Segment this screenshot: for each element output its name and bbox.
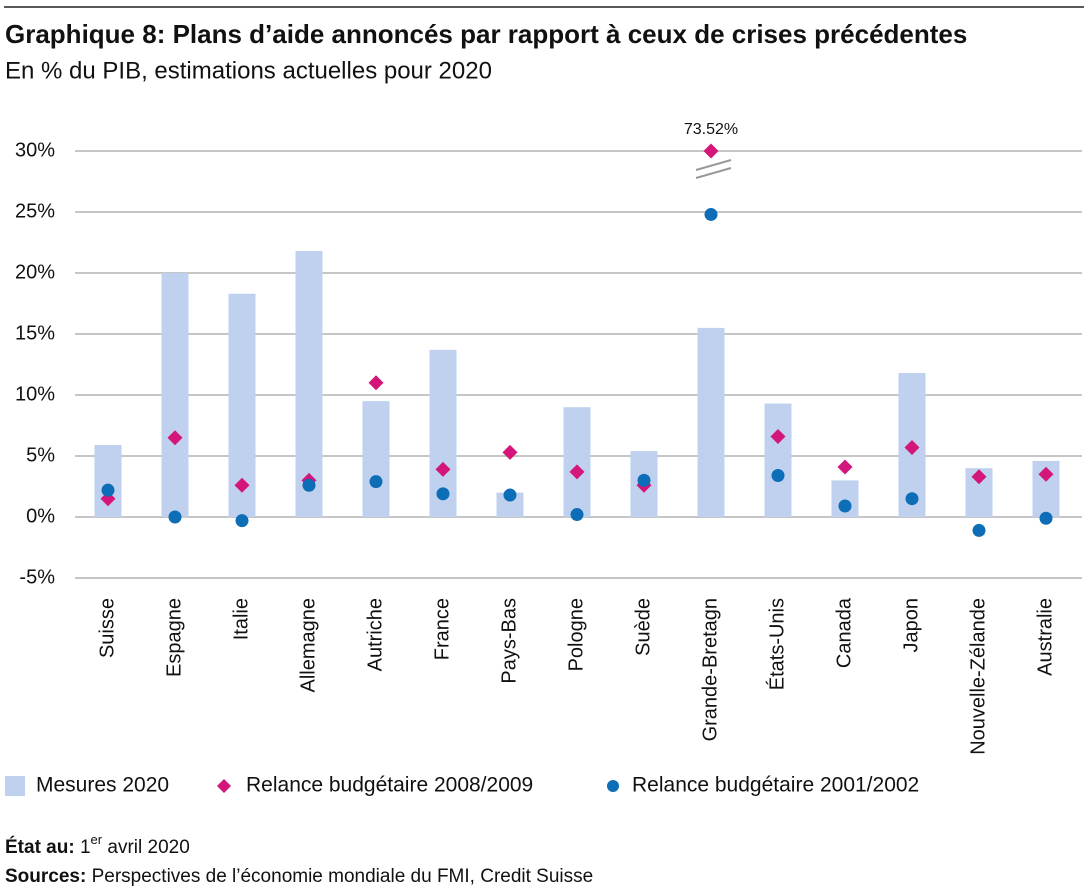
y-tick-label: 25% [15, 200, 55, 222]
x-tick-label: Pays-Bas [498, 598, 520, 684]
bar [697, 327, 725, 517]
legend-swatch [607, 780, 619, 792]
y-tick-label: 0% [26, 505, 55, 527]
legend-label: Relance budgétaire 2001/2002 [632, 774, 919, 797]
x-tick-label: Australie [1034, 598, 1056, 676]
dot-marker [101, 483, 115, 497]
chart-subtitle: En % du PIB, estimations actuelles pour … [5, 57, 492, 84]
diamond-marker [368, 375, 384, 391]
y-tick-label: 15% [15, 322, 55, 344]
date-rest: avril 2020 [107, 837, 189, 858]
x-tick-label: Nouvelle-Zélande [967, 598, 989, 755]
legend-label: Mesures 2020 [36, 774, 169, 797]
dot-marker [704, 207, 718, 221]
dot-marker [1039, 511, 1053, 525]
dot-marker [503, 488, 517, 502]
diamond-marker [167, 430, 183, 446]
x-tick-label: Japon [900, 598, 922, 653]
chart-title: Graphique 8: Plans d’aide annoncés par r… [5, 19, 967, 49]
x-tick-label: France [431, 598, 453, 660]
dot-marker [235, 514, 249, 528]
bar [94, 445, 122, 517]
dot-marker [302, 478, 316, 492]
diamond-marker [703, 143, 719, 159]
axis-break [695, 167, 732, 179]
bar [563, 407, 591, 517]
y-tick-label: 20% [15, 261, 55, 283]
bar [764, 403, 792, 517]
x-tick-label: Pologne [565, 598, 587, 671]
dot-marker [972, 523, 986, 537]
sources-label: Sources: [5, 866, 86, 887]
y-tick-label: 5% [26, 444, 55, 466]
dot-marker [570, 508, 584, 522]
legend-swatch [5, 776, 25, 796]
dot-marker [369, 475, 383, 489]
diamond-marker [502, 444, 518, 460]
diamond-marker [837, 459, 853, 475]
bar [295, 251, 323, 518]
footer-date: État au: 1er avril 2020 [5, 830, 190, 858]
y-tick-label: 30% [15, 139, 55, 161]
x-tick-label: États-Unis [765, 598, 788, 690]
bar [161, 273, 189, 517]
diamond-marker [904, 439, 920, 455]
x-tick-label: Italie [230, 598, 252, 640]
dot-marker [168, 510, 182, 524]
dot-marker [436, 487, 450, 501]
dot-marker [905, 492, 919, 506]
y-tick-label: -5% [19, 566, 55, 588]
date-sup: er [91, 832, 103, 847]
bar [362, 401, 390, 517]
footer-sources: Sources: Perspectives de l’économie mond… [5, 866, 593, 887]
y-tick-label: 10% [15, 383, 55, 405]
dot-marker [771, 469, 785, 483]
legend-swatch [217, 779, 231, 793]
date-label: État au: [5, 836, 75, 858]
axis-break [695, 159, 732, 171]
sources-text: Perspectives de l’économie mondiale du F… [92, 866, 594, 887]
x-tick-label: Grande-Bretagn [699, 598, 721, 741]
x-tick-label: Canada [833, 597, 855, 668]
diamond-marker [569, 464, 585, 480]
date-day: 1 [80, 837, 91, 858]
x-tick-label: Espagne [163, 598, 185, 677]
diamond-marker [1038, 466, 1054, 482]
diamond-marker [770, 428, 786, 444]
x-tick-label: Suisse [96, 598, 118, 658]
dot-marker [637, 473, 651, 487]
dot-marker [838, 499, 852, 513]
diamond-marker [435, 461, 451, 477]
value-label: 73.52% [684, 121, 738, 138]
x-tick-label: Allemagne [297, 598, 319, 693]
legend-label: Relance budgétaire 2008/2009 [246, 774, 533, 797]
diamond-marker [234, 477, 250, 493]
x-tick-label: Suède [632, 598, 654, 656]
diamond-marker [971, 469, 987, 485]
x-tick-label: Autriche [364, 598, 386, 671]
